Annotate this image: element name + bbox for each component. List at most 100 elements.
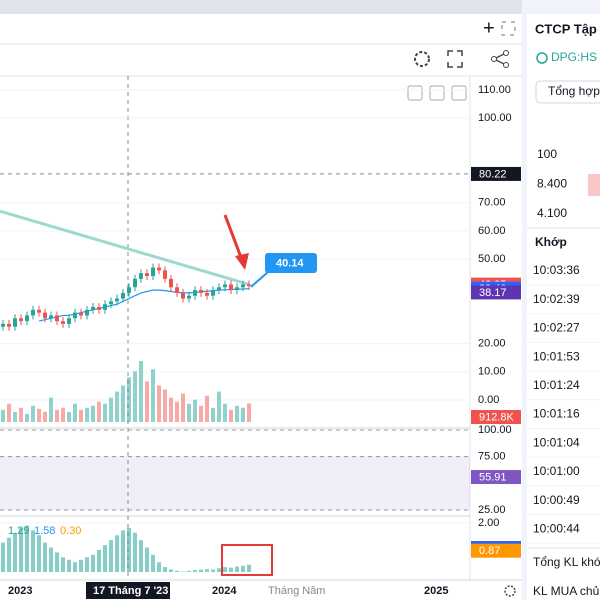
- macd-legend: 0.30: [60, 525, 81, 537]
- volume-bar: [73, 404, 77, 422]
- candle-body: [133, 279, 137, 287]
- y-tick-label: 110.00: [478, 84, 511, 96]
- volume-bar: [121, 385, 125, 422]
- macd-hist-bar: [133, 533, 137, 572]
- volume-bar: [19, 408, 23, 422]
- y-tick-label: 70.00: [478, 197, 506, 209]
- footer-label: Tổng KL khớ: [533, 555, 600, 569]
- y-tick-label: 100.00: [478, 112, 512, 124]
- candle-body: [103, 304, 107, 310]
- price-tag-label: 0.87: [479, 545, 500, 557]
- volume-bar: [103, 404, 107, 422]
- candle-body: [247, 284, 251, 286]
- y-tick-label: 0.00: [478, 394, 499, 406]
- volume-bar: [187, 404, 191, 422]
- volume-bar: [139, 361, 143, 422]
- candle-body: [37, 310, 41, 313]
- candle-body: [49, 315, 53, 318]
- volume-bar: [145, 381, 149, 422]
- volume-bar: [109, 398, 113, 422]
- volume-bar: [115, 392, 119, 422]
- macd-hist-bar: [241, 566, 245, 572]
- volume-bar: [1, 410, 5, 422]
- candle-body: [127, 287, 131, 293]
- trade-time: 10:01:24: [533, 378, 580, 392]
- macd-hist-bar: [13, 533, 17, 572]
- trade-time: 10:01:00: [533, 464, 580, 478]
- candle-body: [223, 284, 227, 287]
- candle-body: [217, 287, 221, 290]
- candle-body: [97, 307, 101, 310]
- volume-bar: [91, 406, 95, 422]
- macd-hist-bar: [73, 562, 77, 572]
- candle-body: [85, 310, 89, 316]
- macd-hist-bar: [43, 543, 47, 572]
- macd-hist-bar: [121, 530, 125, 572]
- macd-hist-bar: [91, 555, 95, 572]
- panel-symbol: DPG:HS: [551, 50, 597, 64]
- candle-body: [25, 315, 29, 321]
- top-strip: [0, 0, 600, 14]
- macd-hist-bar: [151, 555, 155, 572]
- macd-hist-bar: [139, 540, 143, 572]
- y-tick-label: 60.00: [478, 225, 506, 237]
- share-dot: [504, 63, 509, 68]
- level: 100: [537, 147, 557, 161]
- scroll-down-button[interactable]: [408, 86, 422, 100]
- candle-body: [211, 290, 215, 296]
- volume-bar: [151, 369, 155, 422]
- volume-bar: [163, 390, 167, 423]
- macd-hist-bar: [175, 571, 179, 572]
- trades-header: Khớp: [535, 235, 567, 249]
- volume-bar: [79, 410, 83, 422]
- volume-bar: [235, 406, 239, 422]
- candle-body: [13, 318, 17, 326]
- scroll-up-button[interactable]: [430, 86, 444, 100]
- level: 8.400: [537, 177, 567, 191]
- volume-bar: [67, 412, 71, 422]
- reset-button[interactable]: [452, 86, 466, 100]
- volume-bar: [55, 410, 59, 422]
- candle-body: [151, 268, 155, 276]
- summary-button-label: Tổng hợp: [548, 84, 600, 98]
- volume-bar: [229, 410, 233, 422]
- candle-body: [7, 324, 11, 327]
- candle-body: [1, 324, 5, 327]
- volume-bar: [205, 396, 209, 422]
- volume-bar: [31, 406, 35, 422]
- trade-time: 10:00:49: [533, 493, 580, 507]
- time-label: Tháng Năm: [268, 585, 325, 597]
- macd-hist-bar: [97, 550, 101, 572]
- candle-body: [181, 293, 185, 299]
- crosshair-label: 17 Tháng 7 '23: [93, 585, 168, 597]
- macd-hist-bar: [103, 545, 107, 572]
- macd-hist-bar: [187, 571, 191, 572]
- candle-body: [199, 290, 203, 293]
- candle-body: [163, 270, 167, 278]
- candle-body: [235, 287, 239, 290]
- macd-hist-bar: [157, 562, 161, 572]
- callout-label: 40.14: [276, 257, 304, 269]
- macd-hist-bar: [79, 560, 83, 572]
- macd-hist-bar: [217, 568, 221, 572]
- volume-bar: [97, 402, 101, 422]
- candle-body: [139, 273, 143, 279]
- share-dot: [492, 57, 497, 62]
- time-label: 2024: [212, 585, 237, 597]
- add-button[interactable]: +: [483, 17, 495, 39]
- candle-body: [241, 284, 245, 287]
- macd-hist-bar: [199, 570, 203, 572]
- candle-body: [79, 313, 83, 316]
- trade-time: 10:03:36: [533, 263, 580, 277]
- macd-hist-bar: [55, 552, 59, 572]
- macd-hist-bar: [211, 570, 215, 572]
- volume-bar: [13, 412, 17, 422]
- macd-hist-bar: [145, 548, 149, 573]
- candle-body: [175, 287, 179, 293]
- candle-body: [187, 296, 191, 299]
- macd-hist-bar: [169, 570, 173, 572]
- footer-label: KL MUA chủ: [533, 584, 599, 598]
- volume-bar: [85, 408, 89, 422]
- y-tick-label: 100.00: [478, 424, 512, 436]
- volume-bar: [37, 409, 41, 422]
